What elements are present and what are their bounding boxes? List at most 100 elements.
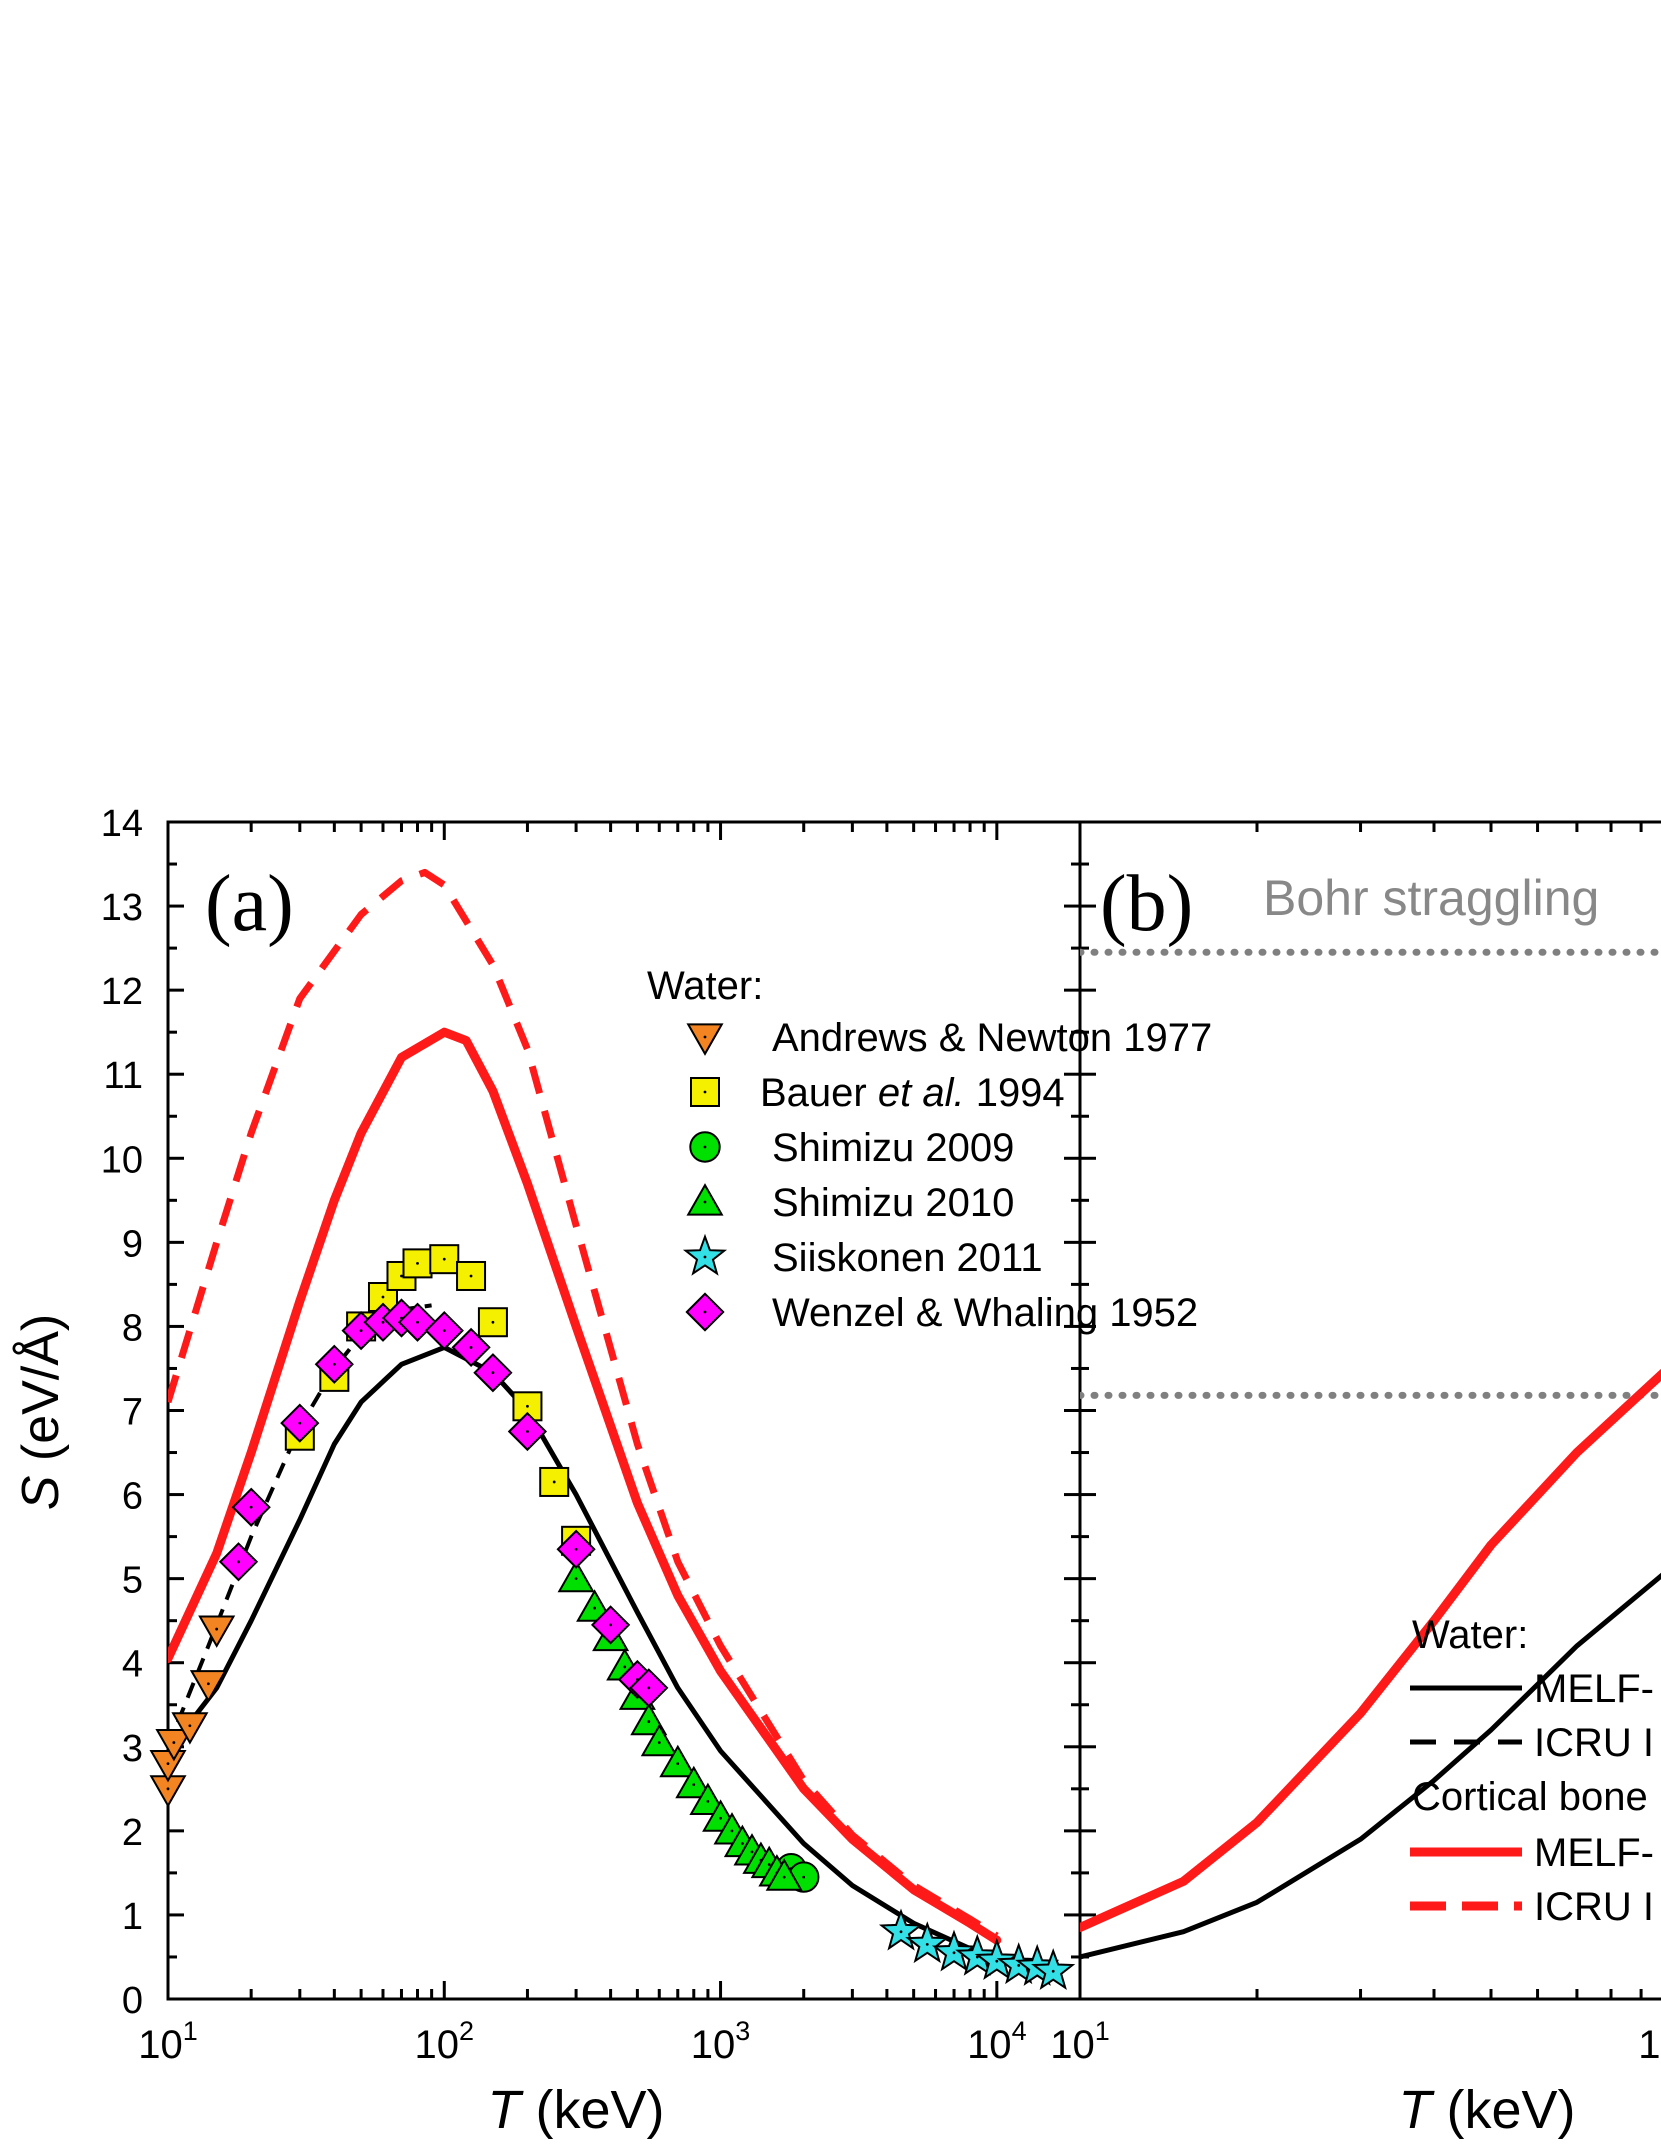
data-point-diamond [314,1344,354,1384]
tick-exponent: 3 [735,2016,750,2046]
tick-exponent: 1 [1095,2016,1110,2046]
legend-label: Andrews & Newton 1977 [772,1016,1212,1060]
data-point-square [477,1307,508,1338]
panel-b-reference-lines [1080,948,1661,1399]
panel-a-x-axis-unit: (keV) [520,2080,664,2140]
panel-b-label: (b) [1100,860,1193,948]
data-point-star [1031,1948,1076,1991]
legend-label-part: Bauer [760,1071,878,1115]
tick-exponent: 4 [1012,2016,1027,2046]
panel-a-x-tick-label: 104 [967,2016,1027,2067]
data-point-square [429,1244,460,1275]
data-point-star [878,1908,924,1951]
data-point-square [539,1466,570,1497]
data-point-diamond [280,1403,320,1443]
legend-label: Bauer et al. 1994 [760,1071,1065,1115]
legend-label-part: 1994 [965,1071,1065,1115]
tick-exponent: 1 [183,2016,198,2046]
bohr-straggling-annotation: Bohr straggling [1263,870,1599,926]
legend-label: ICRU I [1534,1721,1654,1765]
data-point-triangle-down [171,1712,209,1745]
panel-b-x-tick-label: 101 [1050,2016,1110,2067]
data-point-diamond [231,1487,271,1527]
data-point-triangle-down [189,1670,227,1703]
legend-marker-triangle-down [686,1023,724,1056]
panel-a-x-tick-label: 103 [691,2016,751,2067]
panel-b-ticks [1078,820,1643,2001]
data-point-triangle-up [675,1765,713,1799]
data-point-diamond [590,1605,631,1645]
data-point-diamond [629,1668,669,1708]
data-point-triangle-up [659,1744,697,1778]
panel-a-x-axis-symbol: T [487,2080,524,2140]
data-point-diamond [507,1411,548,1452]
panel-a-legend-header: Water: [647,964,763,1008]
data-point-triangle-up [689,1782,727,1815]
legend-label-italic: et al. [878,1071,965,1115]
panel-a-curve-2 [168,1303,432,1748]
y-axis-symbol: S [12,1475,70,1510]
legend-marker-circle [689,1131,721,1163]
panel-b-curve-2 [1080,1368,1661,1932]
y-tick-label: 4 [122,1644,143,1686]
data-point-triangle-down [155,1729,193,1762]
data-point-diamond [556,1529,596,1569]
y-tick-label: 8 [122,1307,143,1349]
y-tick-label: 2 [122,1812,143,1854]
panel-a-legend: Water: Andrews & Newton 1977 Bauer et al.… [647,964,1212,1335]
y-tick-label: 11 [104,1055,143,1097]
legend-label: Shimizu 2009 [772,1126,1014,1170]
panel-b-x-axis-symbol: T [1398,2080,1435,2140]
panel-b-x-tick-label: 102 [1638,2016,1661,2067]
y-tick-label: 1 [122,1896,143,1938]
data-point-diamond [218,1542,259,1582]
data-point-triangle-up [630,1702,668,1736]
data-point-diamond [424,1310,464,1351]
data-point-square [456,1260,487,1291]
y-tick-label: 0 [122,1980,143,2022]
y-tick-label: 13 [101,887,143,929]
data-point-triangle-down [198,1615,236,1648]
data-point-triangle-up [640,1723,678,1757]
panel-a-x-tick-label: 102 [415,2016,475,2067]
data-point-diamond [397,1302,438,1342]
tick-base: 10 [967,2023,1012,2067]
y-tick-label: 6 [122,1476,143,1518]
y-tick-label: 3 [122,1728,143,1770]
panel-a-x-tick-label: 101 [138,2016,198,2067]
panel-b-x-axis-unit: (keV) [1431,2080,1575,2140]
y-tick-label: 12 [101,971,143,1013]
legend-marker-diamond [685,1292,725,1332]
data-point-square [402,1248,433,1279]
panel-a-curve-4 [168,868,999,1939]
data-point-diamond [451,1327,491,1368]
data-point-star [974,1937,1019,1980]
panel-b-legend: Water: Cortical bone MELF- ICRU I MELF- ICR… [1410,1613,1654,1929]
y-tick-label: 10 [101,1139,143,1181]
tick-base: 10 [415,2023,460,2067]
panel-a-label: (a) [205,860,294,948]
panel-a-x-tick-labels: 101 102 103 104 [138,2016,1026,2067]
legend-label: ICRU I [1534,1885,1654,1929]
legend-marker-star [682,1233,728,1276]
legend-label: Shimizu 2010 [772,1181,1014,1225]
y-tick-label: 9 [122,1223,143,1265]
y-tick-label: 5 [122,1560,143,1602]
y-axis-label: S (eV/Å) [12,1314,70,1511]
data-point-star [931,1929,977,1972]
panel-a-data-points [149,1244,1076,1991]
panel-b-x-axis-label: T (keV) [1398,2080,1575,2140]
tick-base: 10 [691,2023,736,2067]
legend-label: Wenzel & Whaling 1952 [772,1291,1198,1335]
panel-b-legend-bone-header: Cortical bone [1412,1775,1648,1819]
legend-label: MELF- [1534,1831,1654,1875]
y-tick-label: 14 [101,803,143,845]
legend-marker-square [690,1077,720,1107]
panel-a-x-axis-label: T (keV) [487,2080,664,2140]
data-point-triangle-up [557,1559,595,1593]
tick-base: 10 [138,2023,183,2067]
tick-base: 10 [1050,2023,1095,2067]
